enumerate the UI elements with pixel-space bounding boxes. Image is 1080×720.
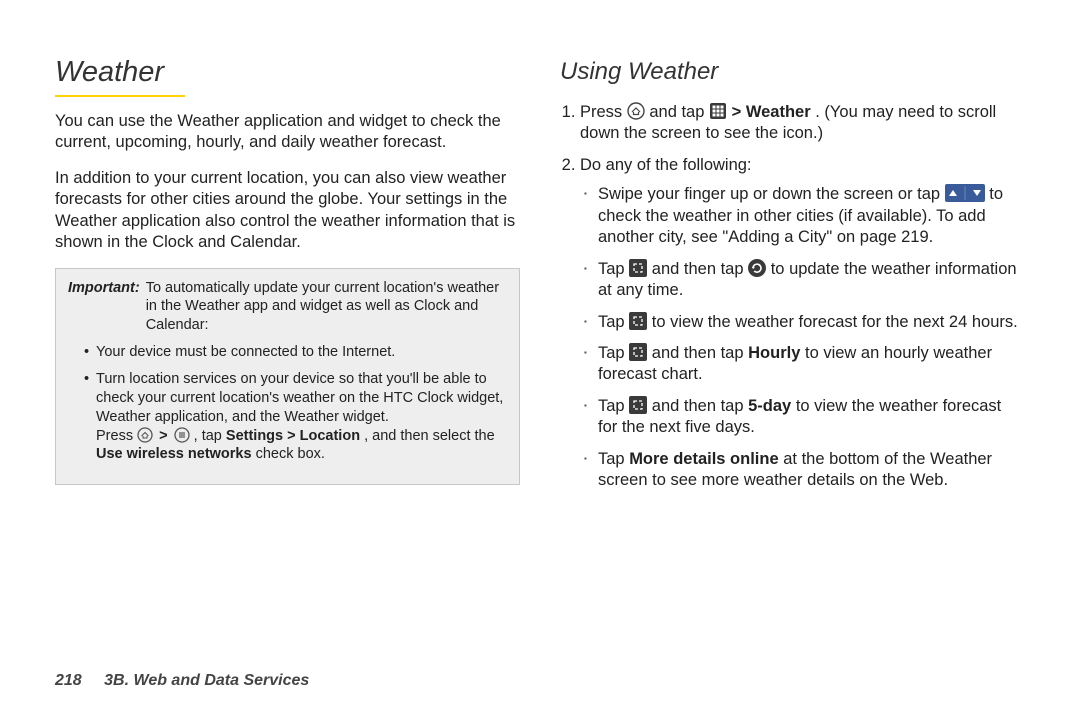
accent-rule xyxy=(55,95,520,97)
gt-separator-3: > xyxy=(732,103,746,121)
step2-text: Do any of the following: xyxy=(580,156,752,174)
step-1: Press and tap > Weather . (You may need … xyxy=(580,102,1025,145)
sub-step-1: Swipe your finger up or down the screen … xyxy=(584,184,1025,248)
callout-bullet-2b-post1: , and then select the xyxy=(364,428,495,444)
home-icon xyxy=(627,102,645,120)
sub3-a: Tap xyxy=(598,313,629,331)
sub2-b: and then tap xyxy=(652,260,748,278)
steps-list: Press and tap > Weather . (You may need … xyxy=(560,102,1025,492)
step1-text-b: and tap xyxy=(649,103,709,121)
five-day-label: 5-day xyxy=(748,397,791,415)
sub-step-2: Tap and then tap to update the weather i… xyxy=(584,259,1025,302)
callout-bullet-2b-mid: , tap xyxy=(194,428,226,444)
callout-bullet-2b-post2: check box. xyxy=(256,446,325,462)
sub2-a: Tap xyxy=(598,260,629,278)
intro-paragraph-2: In addition to your current location, yo… xyxy=(55,168,520,254)
sub4-a: Tap xyxy=(598,344,629,362)
sub-steps-list: Swipe your finger up or down the screen … xyxy=(580,184,1025,491)
full-screen-icon xyxy=(629,312,647,330)
full-screen-icon xyxy=(629,343,647,361)
left-column: Weather You can use the Weather applicat… xyxy=(55,48,520,680)
gt-separator-2: > xyxy=(287,428,300,444)
step-2: Do any of the following: Swipe your fing… xyxy=(580,155,1025,492)
sub6-a: Tap xyxy=(598,450,629,468)
weather-label: Weather xyxy=(746,103,811,121)
callout-bullet-1: Your device must be connected to the Int… xyxy=(84,343,507,362)
sub1-a: Swipe your finger up or down the screen … xyxy=(598,185,945,203)
callout-bullet-2: Turn location services on your device so… xyxy=(84,370,507,464)
step1-text-a: Press xyxy=(580,103,627,121)
sub5-a: Tap xyxy=(598,397,629,415)
sub3-b: to view the weather forecast for the nex… xyxy=(652,313,1018,331)
refresh-icon xyxy=(748,259,766,277)
home-icon xyxy=(137,427,153,443)
callout-bullet-2a: Turn location services on your device so… xyxy=(96,371,503,425)
section-title: Weather xyxy=(55,56,520,89)
sub-step-6: Tap More details online at the bottom of… xyxy=(584,449,1025,492)
sub-step-3: Tap to view the weather forecast for the… xyxy=(584,312,1025,333)
intro-paragraph-1: You can use the Weather application and … xyxy=(55,111,520,154)
manual-page: Weather You can use the Weather applicat… xyxy=(0,0,1080,720)
callout-settings-label: Settings xyxy=(226,428,283,444)
callout-bullet-2b-pre: Press xyxy=(96,428,137,444)
sub-step-4: Tap and then tap Hourly to view an hourl… xyxy=(584,343,1025,386)
up-down-arrows-icon xyxy=(945,184,985,202)
subsection-title: Using Weather xyxy=(560,58,1025,86)
callout-location-label: Location xyxy=(300,428,360,444)
page-number: 218 xyxy=(55,672,82,689)
important-callout: Important: To automatically update your … xyxy=(55,268,520,486)
callout-label: Important: xyxy=(68,279,140,336)
apps-grid-icon xyxy=(709,102,727,120)
hourly-label: Hourly xyxy=(748,344,800,362)
full-screen-icon xyxy=(629,396,647,414)
page-footer: 218 3B. Web and Data Services xyxy=(55,672,309,690)
callout-uwn-label: Use wireless networks xyxy=(96,446,252,462)
sub4-b: and then tap xyxy=(652,344,748,362)
right-column: Using Weather Press and tap > Weather xyxy=(560,48,1025,680)
menu-icon xyxy=(174,427,190,443)
callout-intro: To automatically update your current loc… xyxy=(146,279,507,336)
sub-step-5: Tap and then tap 5-day to view the weath… xyxy=(584,396,1025,439)
full-screen-icon xyxy=(629,259,647,277)
gt-separator: > xyxy=(159,428,167,444)
more-details-label: More details online xyxy=(629,450,778,468)
sub5-b: and then tap xyxy=(652,397,748,415)
footer-section-title: 3B. Web and Data Services xyxy=(104,672,309,689)
